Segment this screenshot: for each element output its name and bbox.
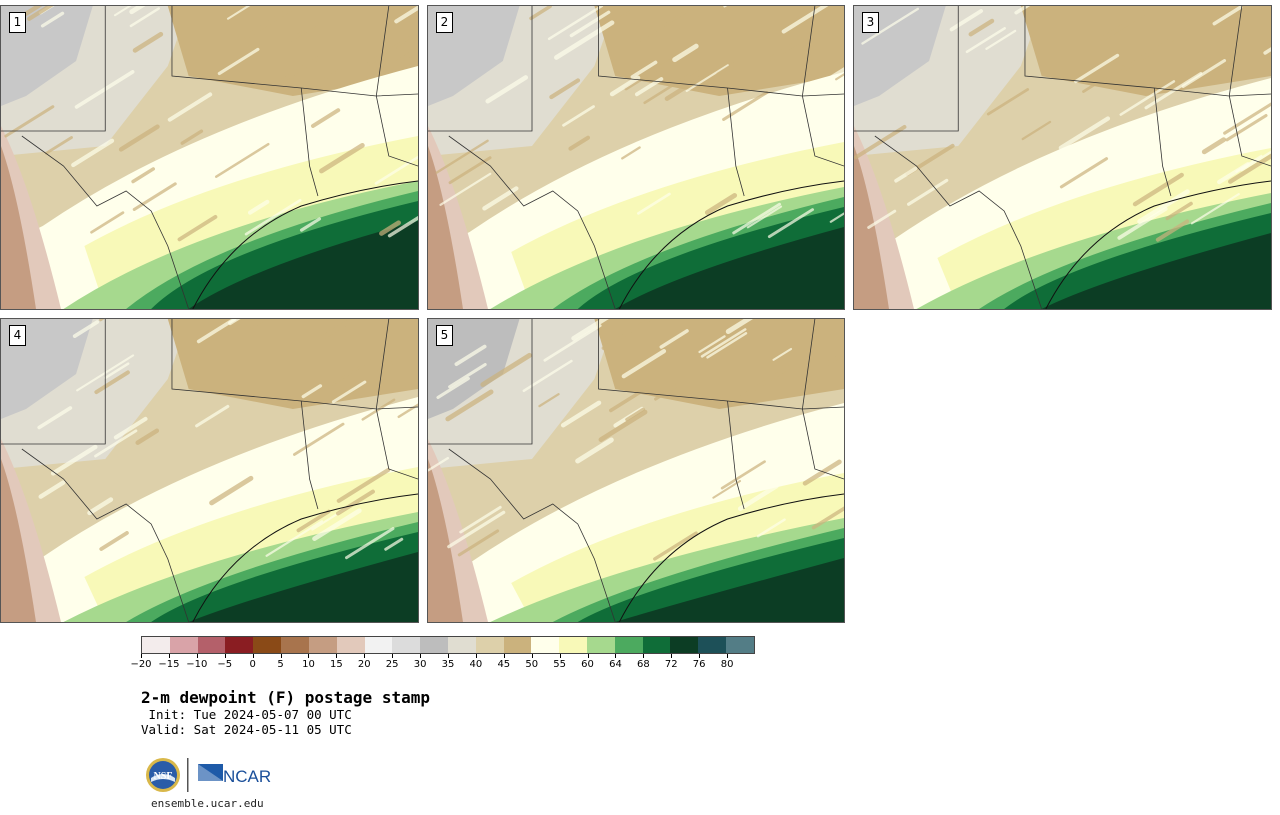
colorbar-swatch [169, 637, 198, 653]
colorbar-tick-mark [364, 654, 366, 658]
site-url: ensemble.ucar.edu [151, 797, 264, 810]
colorbar-swatch [253, 637, 282, 653]
colorbar-tick-mark [699, 654, 701, 658]
colorbar-tick-label: 60 [581, 659, 594, 670]
colorbar-tick-mark [559, 654, 561, 658]
colorbar-tick-label: −10 [186, 659, 208, 670]
colorbar-tick-label: −15 [158, 659, 180, 670]
stamp-panel-1: 1 [0, 5, 419, 310]
colorbar-tick-mark [336, 654, 338, 658]
colorbar-tick-mark [280, 654, 282, 658]
colorbar-tick-label: 55 [553, 659, 566, 670]
colorbar-swatch [225, 637, 254, 653]
stamp-panel-4: 4 [0, 318, 419, 623]
colorbar-swatch [420, 637, 448, 653]
colorbar-tick-mark [448, 654, 449, 658]
stamp-number-5: 5 [436, 325, 453, 346]
ncar-logo-icon: NCAR [198, 764, 271, 786]
colorbar-tick-label: 15 [329, 659, 343, 670]
colorbar-tick-mark [643, 654, 645, 658]
colorbar-tick-mark [252, 654, 254, 658]
colorbar-tick-label: 0 [249, 659, 256, 670]
stamp-panel-3: 3 [853, 5, 1272, 310]
colorbar-swatch [308, 637, 337, 653]
dewpoint-map-3 [854, 6, 1271, 309]
colorbar-tick-label: −20 [130, 659, 152, 670]
dewpoint-map-5 [428, 319, 844, 622]
colorbar-tick-label: 20 [357, 659, 371, 670]
nsf-logo-icon: NSF [146, 758, 180, 792]
colorbar-tick-mark [168, 654, 170, 658]
colorbar-swatch [336, 637, 365, 653]
colorbar-tick-label: 25 [385, 659, 399, 670]
colorbar-tick-mark [531, 654, 533, 658]
colorbar-tick-label: 10 [302, 659, 315, 670]
colorbar-tick-label: −5 [217, 659, 233, 670]
colorbar-tick-label: 76 [692, 659, 706, 670]
colorbar-swatch [142, 637, 170, 653]
colorbar-swatch [614, 637, 643, 653]
colorbar-swatch [670, 637, 699, 653]
colorbar-tick-mark [308, 654, 310, 658]
colorbar-tick-mark [615, 654, 617, 658]
colorbar-tick-label: 50 [525, 659, 539, 670]
colorbar-tick-label: 68 [636, 659, 650, 670]
colorbar-tick-mark [392, 654, 394, 658]
ncar-logo-text: NCAR [223, 767, 271, 786]
colorbar-tick-mark [671, 654, 673, 658]
dewpoint-map-1 [1, 6, 418, 309]
nsf-ncar-logos: NSF NCAR [146, 758, 271, 792]
colorbar-tick-label: 35 [441, 659, 455, 670]
colorbar-swatch [281, 637, 309, 653]
colorbar-swatch [392, 637, 421, 653]
valid-time: Valid: Sat 2024-05-11 05 UTC [141, 722, 352, 737]
colorbar-tick-label: 30 [413, 659, 427, 670]
colorbar-swatch [475, 637, 504, 653]
colorbar-swatch [726, 637, 754, 653]
colorbar-ticks: −20 −15 −10 −5 0 5 10 15 20 25 30 35 40 45 50 55 60 64 68 7… [130, 654, 755, 674]
colorbar-tick-label: 5 [277, 659, 284, 670]
stamp-number-4: 4 [9, 325, 26, 346]
colorbar-tick-mark [420, 654, 422, 658]
dewpoint-map-4 [1, 319, 418, 622]
nsf-logo-text: NSF [154, 771, 173, 782]
colorbar-tick-mark [727, 654, 729, 658]
colorbar [141, 636, 755, 654]
colorbar-swatch [698, 637, 727, 653]
colorbar-tick-label: 64 [609, 659, 622, 670]
stamp-number-2: 2 [436, 12, 453, 33]
logo-divider [187, 758, 189, 792]
colorbar-tick-mark [196, 654, 198, 658]
colorbar-tick-label: 45 [497, 659, 511, 670]
colorbar-swatch [503, 637, 532, 653]
stamp-number-1: 1 [9, 12, 26, 33]
colorbar-swatch [197, 637, 226, 653]
colorbar-tick-mark [475, 654, 477, 658]
colorbar-tick-label: 72 [664, 659, 678, 670]
colorbar-swatch [364, 637, 393, 653]
product-title: 2-m dewpoint (F) postage stamp [141, 688, 430, 707]
dewpoint-map-2 [428, 6, 844, 309]
colorbar-swatch [531, 637, 560, 653]
colorbar-tick-mark [141, 654, 142, 658]
colorbar-tick-label: 40 [469, 659, 483, 670]
colorbar-tick-mark [587, 654, 589, 658]
stamp-panel-2: 2 [427, 5, 845, 310]
colorbar-swatch [642, 637, 671, 653]
colorbar-swatch [587, 637, 615, 653]
init-time: Init: Tue 2024-05-07 00 UTC [141, 707, 352, 722]
colorbar-swatch [559, 637, 587, 653]
stamp-number-3: 3 [862, 12, 879, 33]
colorbar-tick-mark [503, 654, 505, 658]
colorbar-swatch [447, 637, 476, 653]
colorbar-tick-label: 80 [720, 659, 734, 670]
stamp-panel-5: 5 [427, 318, 845, 623]
colorbar-tick-mark [224, 654, 226, 658]
